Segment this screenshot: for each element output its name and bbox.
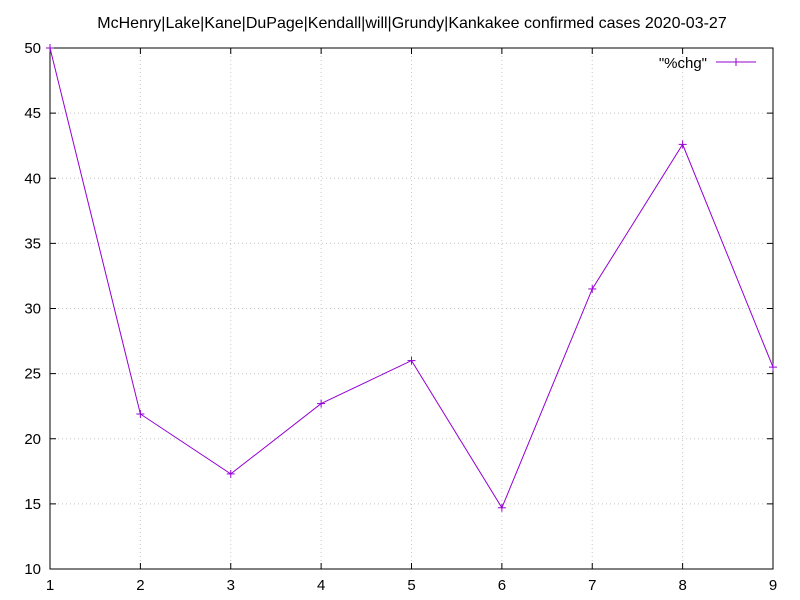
data-point-marker [588, 284, 597, 293]
legend: "%chg" [659, 55, 756, 72]
data-point-marker [317, 399, 326, 408]
y-tick-label: 40 [24, 170, 41, 187]
y-tick-label: 25 [24, 366, 41, 383]
data-point-marker [46, 44, 54, 52]
x-tick-label: 6 [498, 577, 506, 594]
x-tick-label: 1 [46, 577, 54, 594]
legend-marker-plus [732, 58, 740, 66]
y-tick-label: 20 [24, 431, 41, 448]
data-point-marker [136, 410, 145, 419]
x-tick-label: 4 [317, 577, 325, 594]
y-tick-label: 10 [24, 561, 41, 578]
x-tick-label: 3 [227, 577, 235, 594]
x-tick-label: 5 [407, 577, 415, 594]
plot-frame [49, 47, 774, 570]
x-tick-label: 2 [136, 577, 144, 594]
data-point-marker [769, 363, 777, 372]
x-tick-label: 7 [588, 577, 596, 594]
legend-label: "%chg" [659, 55, 707, 72]
data-point-marker [407, 356, 416, 365]
y-tick-label: 15 [24, 496, 41, 513]
data-point-marker [497, 503, 506, 512]
grid [50, 48, 773, 569]
y-tick-label: 45 [24, 105, 41, 122]
x-tick-label: 9 [769, 577, 777, 594]
data-point-marker [678, 140, 687, 149]
y-tick-label: 30 [24, 301, 41, 318]
data-point-marker [226, 469, 235, 478]
chart-title: McHenry|Lake|Kane|DuPage|Kendall|will|Gr… [97, 15, 727, 32]
y-tick-label: 50 [24, 40, 41, 57]
series-layer [46, 44, 777, 512]
legend-plus-icon [732, 58, 740, 66]
x-tick-label: 8 [678, 577, 686, 594]
y-tick-label: 35 [24, 235, 41, 252]
